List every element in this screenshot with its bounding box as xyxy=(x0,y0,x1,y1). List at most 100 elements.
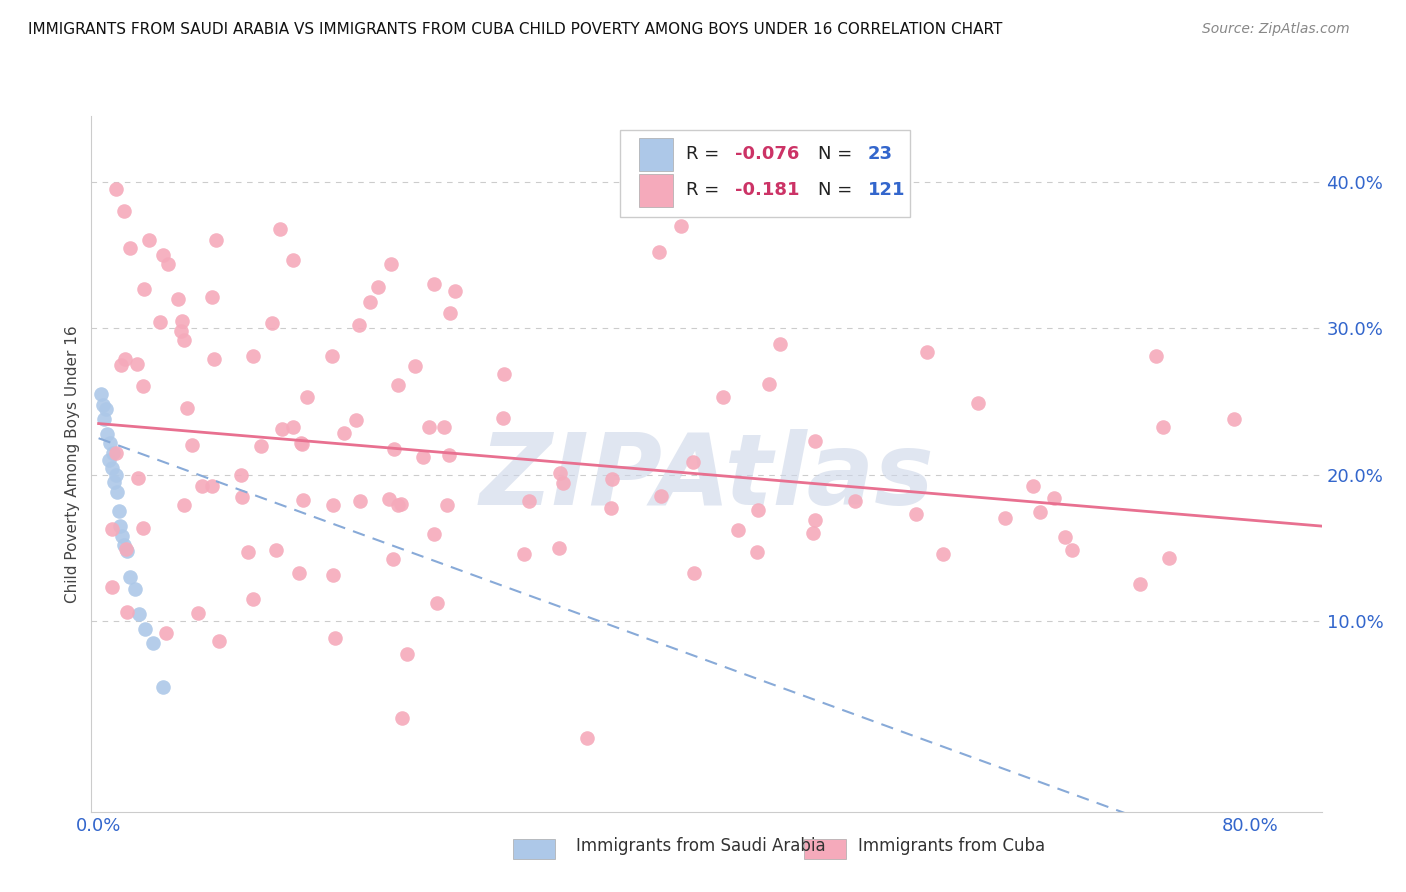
Point xyxy=(547,541,569,555)
Point xyxy=(553,476,575,491)
Text: N =: N = xyxy=(818,181,859,200)
Point xyxy=(412,450,434,464)
Point xyxy=(104,467,127,482)
Point xyxy=(97,453,120,467)
Point xyxy=(391,711,413,725)
Point xyxy=(170,314,193,328)
Point xyxy=(993,510,1015,524)
Point xyxy=(101,446,124,460)
Point xyxy=(600,472,623,486)
Point xyxy=(173,498,195,512)
Point xyxy=(107,504,129,518)
Point xyxy=(367,280,389,294)
Point xyxy=(108,519,131,533)
Point xyxy=(201,290,224,304)
Text: 121: 121 xyxy=(868,181,905,200)
Point xyxy=(166,292,188,306)
Text: ZIPAtlas: ZIPAtlas xyxy=(479,429,934,526)
Text: R =: R = xyxy=(686,145,724,163)
Point xyxy=(349,318,371,332)
FancyBboxPatch shape xyxy=(620,130,910,217)
Point xyxy=(683,566,706,580)
Point xyxy=(142,636,165,650)
Point xyxy=(127,471,149,485)
Point xyxy=(120,241,142,255)
Point xyxy=(648,244,671,259)
Point xyxy=(152,680,174,694)
Point xyxy=(115,605,138,619)
Point xyxy=(90,387,112,401)
Point xyxy=(114,538,136,552)
Point xyxy=(98,435,121,450)
Point xyxy=(801,526,824,541)
Point xyxy=(236,544,259,558)
Point xyxy=(149,315,172,329)
Point xyxy=(387,498,409,512)
Point xyxy=(576,731,599,746)
Point xyxy=(1022,479,1045,493)
Point xyxy=(249,439,271,453)
Point xyxy=(905,507,928,521)
Point xyxy=(181,438,204,452)
Point xyxy=(231,468,253,483)
Point xyxy=(269,221,291,235)
Point xyxy=(433,419,456,434)
Point xyxy=(155,625,177,640)
Point xyxy=(404,359,426,374)
Point xyxy=(110,529,132,543)
Point xyxy=(682,455,704,469)
Point xyxy=(117,544,139,558)
Point xyxy=(110,359,132,373)
Point xyxy=(291,436,314,450)
Point xyxy=(1222,412,1244,426)
Point xyxy=(844,493,866,508)
Point xyxy=(120,570,142,584)
Text: Immigrants from Cuba: Immigrants from Cuba xyxy=(858,837,1045,855)
Point xyxy=(359,295,381,310)
Point xyxy=(114,204,136,219)
Point xyxy=(1144,349,1167,363)
Point xyxy=(103,475,125,490)
Point xyxy=(131,379,153,393)
Point xyxy=(152,248,174,262)
Point xyxy=(173,333,195,347)
Point xyxy=(548,466,571,480)
Point xyxy=(492,367,515,381)
Point xyxy=(1152,420,1174,434)
Point xyxy=(517,494,540,508)
Point xyxy=(105,485,128,500)
Point xyxy=(382,552,405,566)
Point xyxy=(104,182,127,196)
Point xyxy=(176,401,198,415)
Point xyxy=(115,541,138,556)
Point xyxy=(191,479,214,493)
Point xyxy=(262,316,284,330)
Point xyxy=(1157,550,1180,565)
Text: Immigrants from Saudi Arabia: Immigrants from Saudi Arabia xyxy=(576,837,827,855)
Point xyxy=(439,448,461,462)
Point xyxy=(202,351,225,366)
Point xyxy=(1043,491,1066,505)
Point xyxy=(1029,505,1052,519)
Point xyxy=(281,252,304,267)
Point xyxy=(382,442,405,456)
Point xyxy=(387,377,409,392)
Point xyxy=(231,490,253,504)
Point xyxy=(436,498,458,512)
Text: -0.076: -0.076 xyxy=(735,145,799,163)
Point xyxy=(967,396,990,410)
Point xyxy=(96,426,118,441)
Text: 23: 23 xyxy=(868,145,893,163)
Point xyxy=(380,257,402,271)
Point xyxy=(727,523,749,537)
Point xyxy=(132,282,155,296)
FancyBboxPatch shape xyxy=(638,174,673,207)
Point xyxy=(492,410,515,425)
Point xyxy=(128,607,150,621)
Point xyxy=(758,376,780,391)
FancyBboxPatch shape xyxy=(638,137,673,171)
Point xyxy=(600,500,623,515)
Point xyxy=(932,547,955,561)
Point xyxy=(322,498,344,512)
Point xyxy=(101,580,124,594)
